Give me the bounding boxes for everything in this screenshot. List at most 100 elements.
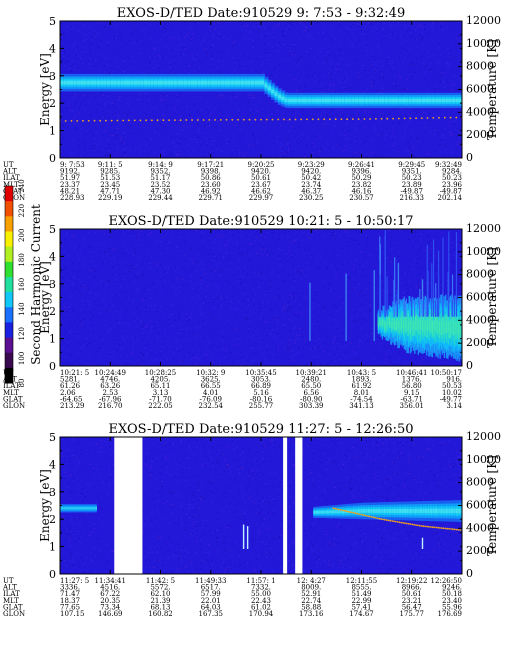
noise-speck bbox=[374, 155, 376, 156]
noise-speck bbox=[223, 299, 225, 301]
series-1-band bbox=[354, 98, 359, 103]
noise-speck bbox=[230, 301, 232, 303]
noise-speck bbox=[103, 67, 105, 69]
noise-speck bbox=[442, 81, 444, 83]
series-2-point bbox=[426, 117, 429, 119]
noise-speck bbox=[456, 259, 458, 261]
noise-speck bbox=[220, 288, 222, 290]
noise-speck bbox=[115, 134, 117, 136]
noise-speck bbox=[343, 297, 345, 298]
noise-speck bbox=[200, 277, 202, 279]
noise-speck bbox=[207, 111, 209, 113]
noise-speck bbox=[420, 277, 422, 279]
noise-speck bbox=[319, 363, 321, 365]
noise-speck bbox=[177, 281, 179, 283]
noise-speck bbox=[255, 21, 257, 23]
noise-speck bbox=[125, 252, 127, 254]
noise-speck bbox=[328, 317, 330, 319]
noise-speck bbox=[80, 91, 82, 93]
table-cell: 9:23:29 bbox=[298, 161, 325, 169]
noise-speck bbox=[181, 123, 183, 124]
noise-speck bbox=[328, 72, 330, 74]
noise-speck bbox=[391, 85, 393, 87]
noise-speck bbox=[149, 112, 151, 114]
noise-speck bbox=[263, 327, 265, 329]
noise-speck bbox=[330, 360, 332, 362]
noise-speck bbox=[443, 267, 445, 269]
series-2-point bbox=[438, 116, 440, 119]
noise-speck bbox=[111, 125, 113, 127]
noise-speck bbox=[288, 322, 290, 324]
noise-speck bbox=[378, 25, 380, 27]
noise-speck bbox=[97, 347, 100, 349]
noise-speck bbox=[307, 233, 309, 235]
noise-speck bbox=[381, 73, 383, 75]
noise-speck bbox=[213, 139, 215, 141]
noise-speck bbox=[187, 72, 189, 74]
noise-speck bbox=[137, 239, 139, 241]
noise-speck bbox=[317, 360, 319, 362]
noise-speck bbox=[199, 327, 201, 329]
noise-speck bbox=[349, 87, 351, 88]
noise-speck bbox=[381, 88, 383, 89]
noise-speck bbox=[71, 37, 73, 39]
noise-speck bbox=[77, 24, 79, 26]
noise-speck bbox=[290, 242, 292, 243]
noise-speck bbox=[148, 32, 150, 34]
noise-speck bbox=[427, 153, 429, 155]
noise-speck bbox=[282, 147, 284, 149]
noise-speck bbox=[262, 242, 265, 244]
noise-speck bbox=[379, 90, 382, 92]
noise-speck bbox=[174, 136, 176, 138]
noise-speck bbox=[325, 54, 327, 56]
noise-speck bbox=[246, 273, 249, 275]
noise-speck bbox=[89, 42, 91, 44]
noise-speck bbox=[457, 81, 459, 83]
noise-speck bbox=[192, 362, 194, 364]
noise-speck bbox=[350, 114, 352, 116]
noise-speck bbox=[288, 247, 290, 249]
table-cell: 229.71 bbox=[199, 194, 224, 202]
series-2-point bbox=[214, 119, 217, 121]
noise-speck bbox=[229, 239, 231, 241]
noise-speck bbox=[393, 64, 395, 66]
noise-speck bbox=[164, 327, 167, 328]
noise-speck bbox=[421, 50, 423, 52]
noise-speck bbox=[219, 30, 222, 32]
noise-speck bbox=[305, 247, 307, 248]
noise-speck bbox=[391, 80, 393, 82]
noise-speck bbox=[293, 263, 295, 265]
noise-speck bbox=[113, 295, 115, 296]
noise-speck bbox=[340, 125, 342, 127]
noise-speck bbox=[176, 266, 178, 268]
noise-speck bbox=[296, 90, 298, 92]
noise-speck bbox=[120, 53, 122, 54]
noise-speck bbox=[96, 53, 99, 55]
noise-speck bbox=[370, 43, 372, 45]
noise-speck bbox=[316, 151, 319, 152]
noise-speck bbox=[279, 147, 281, 149]
series-1-band bbox=[361, 98, 366, 103]
noise-speck bbox=[409, 32, 411, 34]
noise-speck bbox=[389, 69, 391, 71]
noise-speck bbox=[264, 94, 266, 96]
noise-speck bbox=[180, 252, 182, 253]
noise-speck bbox=[144, 92, 146, 94]
noise-speck bbox=[137, 272, 139, 274]
noise-speck bbox=[388, 48, 390, 50]
noise-speck bbox=[381, 149, 383, 151]
noise-speck bbox=[66, 282, 68, 284]
noise-speck bbox=[158, 245, 160, 247]
noise-speck bbox=[122, 60, 124, 62]
series-1-band bbox=[395, 98, 399, 103]
noise-speck bbox=[453, 44, 456, 46]
noise-speck bbox=[280, 64, 282, 66]
noise-speck bbox=[247, 114, 249, 116]
noise-speck bbox=[360, 329, 362, 331]
noise-speck bbox=[63, 65, 65, 67]
noise-speck bbox=[253, 43, 255, 45]
noise-speck bbox=[109, 109, 111, 111]
noise-speck bbox=[187, 35, 189, 37]
noise-speck bbox=[288, 250, 290, 252]
noise-speck bbox=[147, 58, 149, 60]
